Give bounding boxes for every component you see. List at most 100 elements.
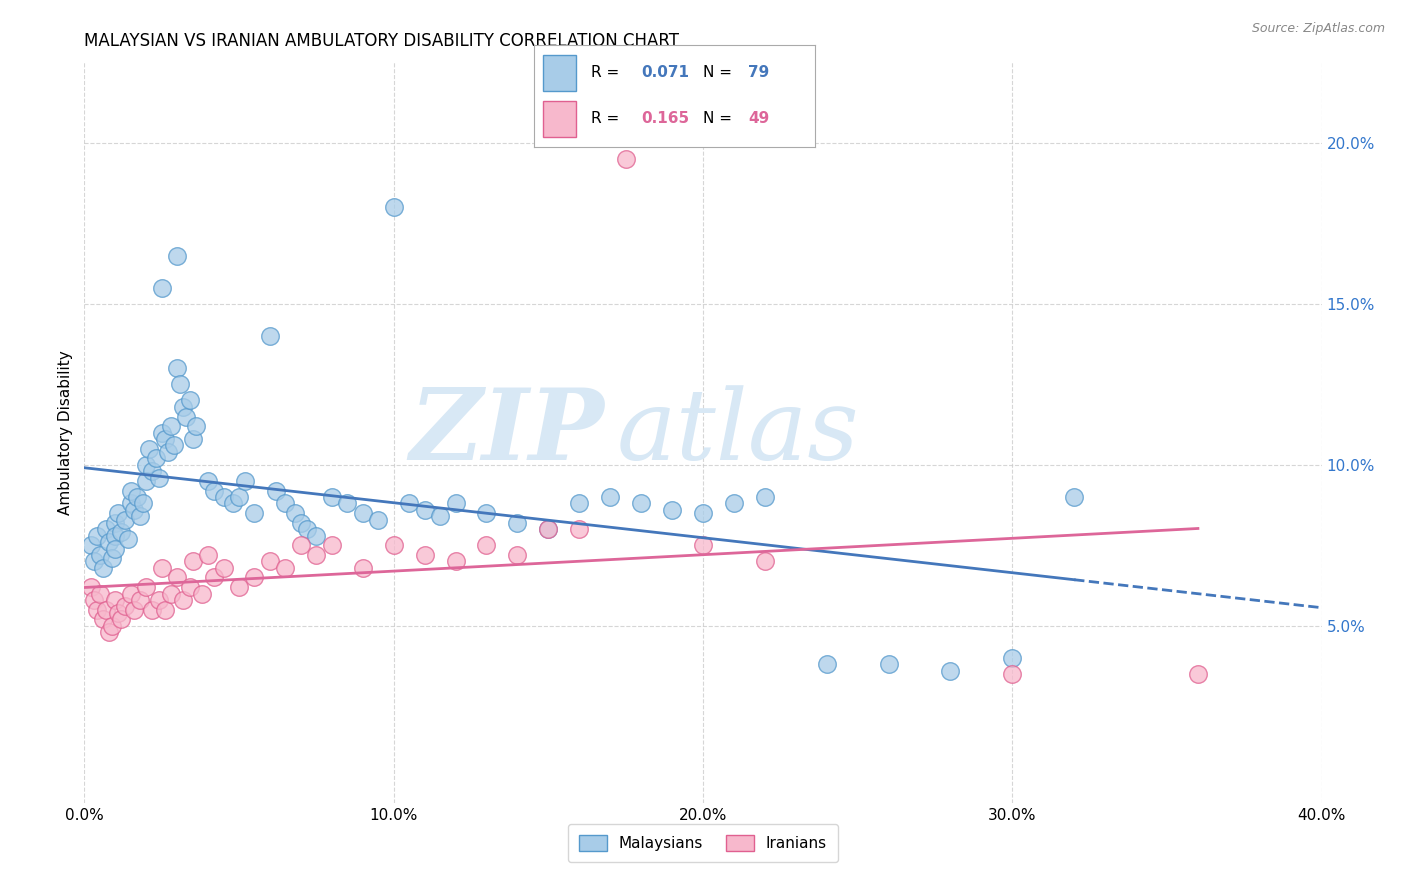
Point (233, 474, 256, 488)
Point (120, 496, 142, 510)
Point (352, 506, 374, 520)
Point (110, 525, 132, 540)
Point (160, 419, 183, 434)
Point (398, 496, 420, 510)
Point (202, 483, 225, 498)
Point (120, 483, 142, 498)
Point (94, 602, 117, 616)
Point (129, 509, 152, 524)
Point (413, 503, 436, 517)
Point (243, 506, 266, 520)
Point (321, 490, 343, 504)
Point (150, 425, 173, 440)
Point (336, 496, 359, 510)
Point (122, 602, 145, 616)
Text: MALAYSIAN VS IRANIAN AMBULATORY DISABILITY CORRELATION CHART: MALAYSIAN VS IRANIAN AMBULATORY DISABILI… (84, 32, 679, 50)
Point (160, 586, 183, 600)
Text: atlas: atlas (616, 385, 859, 480)
Point (413, 548, 436, 562)
Point (135, 458, 157, 472)
Point (568, 522, 591, 536)
Point (1001, 667, 1024, 681)
Point (197, 474, 219, 488)
Point (191, 586, 214, 600)
Text: R =: R = (591, 111, 624, 126)
Point (228, 580, 250, 594)
Text: 49: 49 (748, 111, 769, 126)
Text: Source: ZipAtlas.com: Source: ZipAtlas.com (1251, 22, 1385, 36)
Text: 0.071: 0.071 (641, 65, 689, 79)
Point (122, 503, 145, 517)
Text: 0.165: 0.165 (641, 111, 689, 126)
Point (537, 522, 560, 536)
Point (614, 152, 637, 166)
Point (153, 432, 176, 446)
Point (382, 200, 405, 214)
Point (429, 509, 451, 524)
Point (89, 586, 111, 600)
Text: ZIP: ZIP (409, 384, 605, 481)
Point (163, 438, 186, 452)
Point (138, 442, 160, 456)
Point (202, 570, 225, 584)
Point (228, 490, 250, 504)
Point (91, 612, 114, 626)
Point (295, 522, 318, 536)
Legend: Malaysians, Iranians: Malaysians, Iranians (568, 824, 838, 862)
Point (367, 512, 389, 526)
Point (305, 528, 328, 542)
Point (212, 490, 235, 504)
Point (114, 512, 136, 526)
Point (444, 496, 467, 510)
Point (166, 249, 188, 263)
Point (352, 561, 374, 575)
Point (110, 612, 132, 626)
Point (444, 554, 467, 568)
Point (181, 432, 204, 446)
Point (181, 554, 204, 568)
Point (475, 538, 498, 552)
Point (79, 538, 101, 552)
Point (184, 419, 207, 434)
Point (86, 602, 108, 616)
Point (1187, 667, 1209, 681)
Point (321, 538, 343, 552)
Point (877, 657, 900, 672)
Point (125, 490, 148, 504)
Point (506, 548, 529, 562)
Point (1001, 651, 1024, 665)
Point (506, 516, 529, 530)
Point (259, 329, 281, 343)
Point (135, 474, 157, 488)
Point (94, 522, 117, 536)
Point (475, 506, 498, 520)
Text: R =: R = (591, 65, 624, 79)
Point (117, 532, 139, 546)
Point (104, 516, 127, 530)
Point (382, 538, 405, 552)
Point (274, 561, 297, 575)
Bar (543, 101, 576, 137)
Point (156, 445, 179, 459)
Point (169, 377, 191, 392)
Point (101, 551, 124, 566)
Point (166, 361, 188, 376)
Point (754, 554, 776, 568)
Point (212, 561, 235, 575)
Point (79, 580, 101, 594)
Point (284, 506, 307, 520)
Point (179, 580, 201, 594)
Point (101, 619, 124, 633)
Text: N =: N = (703, 111, 737, 126)
Point (132, 496, 155, 510)
Point (107, 506, 129, 520)
Point (104, 541, 127, 556)
Point (172, 593, 194, 607)
Point (222, 496, 245, 510)
Point (692, 538, 714, 552)
Point (141, 602, 163, 616)
Point (98, 625, 121, 640)
Point (145, 451, 167, 466)
Point (141, 464, 163, 478)
Point (114, 599, 136, 614)
